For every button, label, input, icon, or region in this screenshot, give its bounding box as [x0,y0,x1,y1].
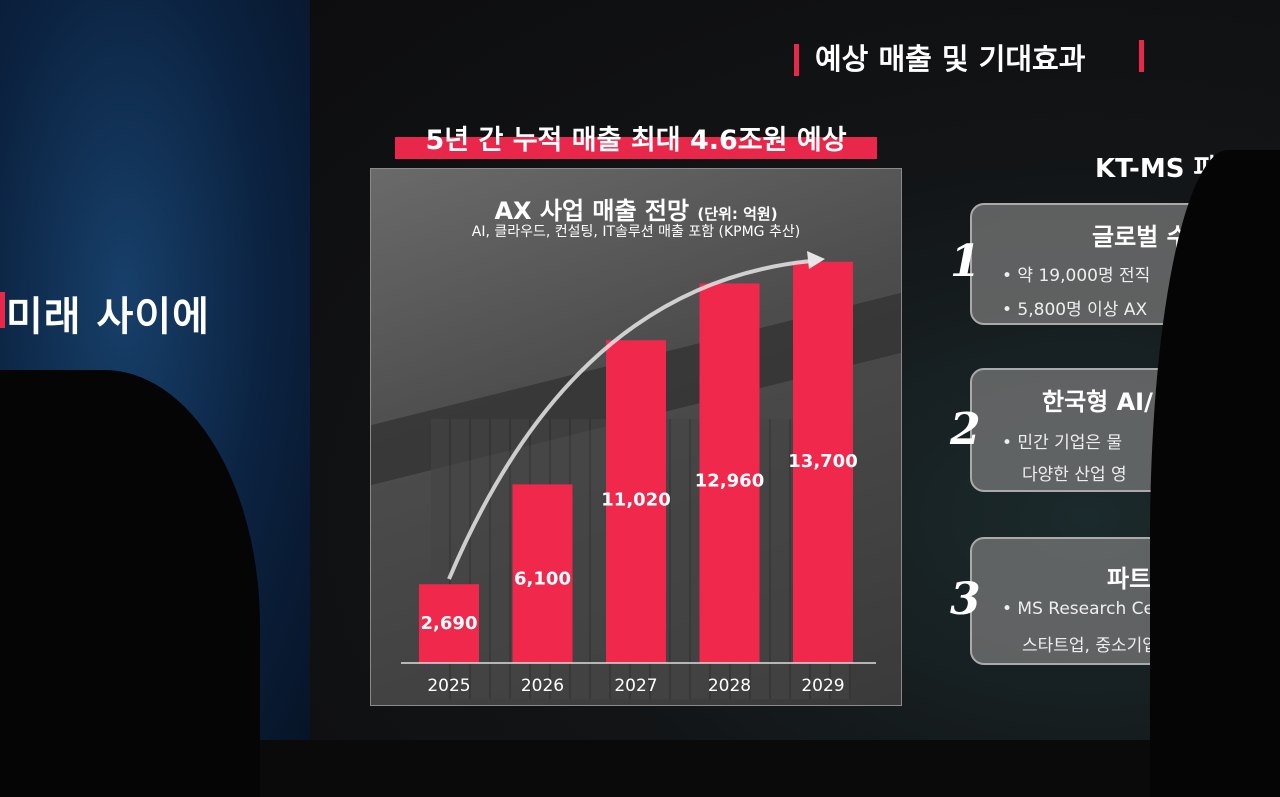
card-line: • 민간 기업은 물 [1002,433,1123,453]
x-tick-label: 2028 [708,676,751,696]
chart-subtitle: AI, 클라우드, 컨설팅, IT솔루션 매출 포함 (KPMG 추산) [471,224,801,240]
data-label: 13,700 [788,451,857,472]
bar-2029 [793,261,853,663]
growth-arrow-head [807,251,825,269]
x-tick-label: 2029 [801,676,844,696]
card-line: • MS Research Cent [1002,599,1172,619]
card-title: 한국형 AI/ [1042,388,1153,416]
left-slide-text: 미래 사이에 [6,294,210,340]
bar-chart: 2,690 2025 6,100 2026 11,020 2027 12,960 2028 13… [401,251,876,696]
chart-title-text: AX 사업 매출 전망 [494,197,690,225]
section-title: 예상 매출 및 기대효과 [815,42,1086,76]
bar-2026 [512,484,573,663]
card-number: 1 [950,236,981,287]
card-number: 3 [950,574,981,625]
card-number: 2 [950,404,981,455]
chart-title: AX 사업 매출 전망 (단위: 억원) [371,191,901,226]
card-line: 스타트업, 중소기업, [1022,636,1164,656]
title-accent-right [1139,40,1144,72]
bar-2027 [606,340,666,663]
bar-2025 [419,584,479,663]
x-tick-label: 2026 [521,676,564,696]
card-title: 글로벌 수 [1092,223,1189,251]
card-line: • 약 19,000명 전직 [1002,266,1151,286]
chart-unit: (단위: 억원) [697,205,778,223]
growth-arrow-line [447,259,812,580]
chart-panel: AX 사업 매출 전망 (단위: 억원) AI, 클라우드, 컨설팅, IT솔루… [370,168,902,706]
data-label: 11,020 [601,489,670,510]
card-line: • 5,800명 이상 AX [1002,300,1148,320]
data-label: 6,100 [514,568,571,589]
banner-highlight [395,137,877,159]
x-tick-label: 2025 [427,676,470,696]
data-label: 2,690 [421,613,478,634]
title-accent-left [794,44,799,76]
banner-text: 5년 간 누적 매출 최대 4.6조원 예상 [425,125,847,156]
accent-bar [0,292,5,328]
x-tick-label: 2027 [614,676,657,696]
card-line: 다양한 산업 영 [1022,465,1127,485]
bar-2028 [699,283,760,663]
data-label: 12,960 [695,470,764,491]
